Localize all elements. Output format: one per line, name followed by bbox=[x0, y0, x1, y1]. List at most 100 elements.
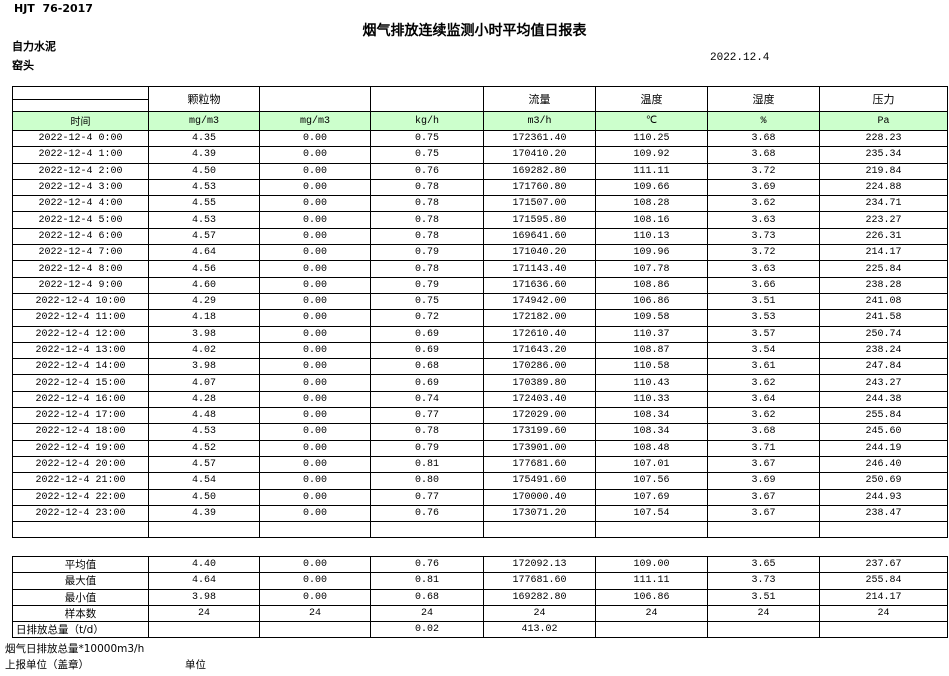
table-cell: 4.60 bbox=[148, 276, 260, 294]
table-cell: 238.47 bbox=[819, 504, 948, 523]
table-cell: 0.76 bbox=[370, 162, 484, 180]
table-cell bbox=[819, 521, 948, 539]
table-cell: 2022-12-4 7:00 bbox=[12, 244, 149, 262]
table-cell: 4.53 bbox=[148, 178, 260, 197]
col-header-blank-1 bbox=[259, 86, 371, 112]
table-cell: 111.11 bbox=[595, 572, 708, 590]
table-cell: 0.69 bbox=[370, 325, 484, 343]
table-cell: 0.00 bbox=[259, 439, 371, 457]
table-cell: 0.00 bbox=[259, 455, 371, 474]
table-cell: 173199.60 bbox=[483, 423, 596, 441]
table-cell: 108.34 bbox=[595, 423, 708, 441]
table-cell: 4.50 bbox=[148, 488, 260, 506]
doc-code: HJT 76-2017 bbox=[14, 2, 93, 15]
table-cell: 235.34 bbox=[819, 146, 948, 164]
table-cell: 244.38 bbox=[819, 390, 948, 409]
table-cell: 4.02 bbox=[148, 341, 260, 360]
table-cell: 169641.60 bbox=[483, 227, 596, 246]
table-cell: 111.11 bbox=[595, 162, 708, 180]
table-cell: 4.54 bbox=[148, 472, 260, 490]
table-cell: 2022-12-4 22:00 bbox=[12, 488, 149, 506]
table-cell: 0.75 bbox=[370, 146, 484, 164]
table-cell: 2022-12-4 15:00 bbox=[12, 374, 149, 392]
table-cell bbox=[370, 521, 484, 539]
table-cell: 108.86 bbox=[595, 276, 708, 294]
table-cell: 0.68 bbox=[370, 588, 484, 606]
table-cell: 169282.80 bbox=[483, 588, 596, 606]
table-row: 2022-12-4 1:00 4.39 0.00 0.75 170410.20 109.9… bbox=[12, 146, 948, 164]
table-cell: 171760.80 bbox=[483, 178, 596, 197]
table-cell: 175491.60 bbox=[483, 472, 596, 490]
table-cell: 2022-12-4 17:00 bbox=[12, 407, 149, 425]
table-cell: 169282.80 bbox=[483, 162, 596, 180]
table-cell: 0.02 bbox=[370, 621, 484, 639]
table-cell: 173901.00 bbox=[483, 439, 596, 457]
table-row: 最大值 4.64 0.00 0.81 177681.60 111.11 3.73 255.84 bbox=[12, 572, 948, 590]
table-cell: 2022-12-4 19:00 bbox=[12, 439, 149, 457]
table-row: 2022-12-4 12:00 3.98 0.00 0.69 172610.40 110.… bbox=[12, 325, 948, 343]
table-row: 2022-12-4 5:00 4.53 0.00 0.78 171595.80 108.1… bbox=[12, 211, 948, 229]
table-cell: 172361.40 bbox=[483, 129, 596, 148]
table-row: 2022-12-4 16:00 4.28 0.00 0.74 172403.40 110.… bbox=[12, 390, 948, 409]
table-cell: 0.78 bbox=[370, 178, 484, 197]
table-cell: 0.00 bbox=[259, 572, 371, 590]
table-cell: 170000.40 bbox=[483, 488, 596, 506]
table-cell: 0.78 bbox=[370, 260, 484, 278]
table-cell: 3.98 bbox=[148, 325, 260, 343]
table-cell bbox=[12, 521, 149, 539]
table-cell: 2022-12-4 10:00 bbox=[12, 292, 149, 311]
table-cell: 255.84 bbox=[819, 572, 948, 590]
table-cell: 4.18 bbox=[148, 309, 260, 327]
monitoring-table: 颗粒物 流量 温度 湿度 压力 时间 mg/m3 mg/m3 kg/h m3/h… bbox=[12, 86, 948, 539]
table-cell: 0.77 bbox=[370, 407, 484, 425]
table-row: 最小值 3.98 0.00 0.68 169282.80 106.86 3.51 214.17 bbox=[12, 588, 948, 606]
table-cell: 219.84 bbox=[819, 162, 948, 180]
table-cell bbox=[595, 621, 708, 639]
table-cell: 4.64 bbox=[148, 244, 260, 262]
table-cell: 3.67 bbox=[707, 488, 820, 506]
table-cell: 0.00 bbox=[259, 407, 371, 425]
table-cell: 0.74 bbox=[370, 390, 484, 409]
table-cell: 109.96 bbox=[595, 244, 708, 262]
table-cell: 2022-12-4 0:00 bbox=[12, 129, 149, 148]
table-cell: 3.69 bbox=[707, 178, 820, 197]
header-unit-row: 时间 mg/m3 mg/m3 kg/h m3/h ℃ % Pa bbox=[12, 111, 948, 131]
table-cell: 172029.00 bbox=[483, 407, 596, 425]
table-row: 2022-12-4 3:00 4.53 0.00 0.78 171760.80 109.6… bbox=[12, 178, 948, 197]
table-cell bbox=[483, 521, 596, 539]
table-row: 2022-12-4 14:00 3.98 0.00 0.68 170286.00 110.… bbox=[12, 358, 948, 376]
table-cell: 108.34 bbox=[595, 407, 708, 425]
table-row: 2022-12-4 2:00 4.50 0.00 0.76 169282.80 111.1… bbox=[12, 162, 948, 180]
table-cell: 109.92 bbox=[595, 146, 708, 164]
table-cell: 172182.00 bbox=[483, 309, 596, 327]
table-cell: 4.53 bbox=[148, 423, 260, 441]
table-cell: 0.00 bbox=[259, 276, 371, 294]
table-cell: 3.71 bbox=[707, 439, 820, 457]
table-row: 2022-12-4 21:00 4.54 0.00 0.80 175491.60 107.… bbox=[12, 472, 948, 490]
table-cell: 4.48 bbox=[148, 407, 260, 425]
table-cell: 2022-12-4 13:00 bbox=[12, 341, 149, 360]
table-cell: 226.31 bbox=[819, 227, 948, 246]
table-cell: 3.57 bbox=[707, 325, 820, 343]
table-cell: 241.08 bbox=[819, 292, 948, 311]
table-cell: 3.62 bbox=[707, 407, 820, 425]
table-cell: 4.40 bbox=[148, 555, 260, 574]
table-cell: 170410.20 bbox=[483, 146, 596, 164]
table-cell: 173071.20 bbox=[483, 504, 596, 523]
table-cell: 2022-12-4 18:00 bbox=[12, 423, 149, 441]
table-row: 样本数 24 24 24 24 24 24 24 bbox=[12, 604, 948, 623]
table-row: 2022-12-4 10:00 4.29 0.00 0.75 174942.00 106.… bbox=[12, 292, 948, 311]
table-cell: 3.98 bbox=[148, 588, 260, 606]
table-cell: 241.58 bbox=[819, 309, 948, 327]
reporting-org-label: 上报单位（盖章） bbox=[5, 659, 89, 671]
summary-table: 平均值 4.40 0.00 0.76 172092.13 109.00 3.65 237.67… bbox=[12, 555, 948, 639]
table-cell: 0.79 bbox=[370, 244, 484, 262]
table-cell: 3.62 bbox=[707, 195, 820, 213]
table-cell: 0.78 bbox=[370, 211, 484, 229]
table-cell: 250.74 bbox=[819, 325, 948, 343]
table-row: 2022-12-4 23:00 4.39 0.00 0.76 173071.20 107.… bbox=[12, 504, 948, 523]
table-cell: 3.68 bbox=[707, 146, 820, 164]
table-cell: 3.72 bbox=[707, 244, 820, 262]
table-cell: 244.19 bbox=[819, 439, 948, 457]
table-cell: 0.00 bbox=[259, 488, 371, 506]
